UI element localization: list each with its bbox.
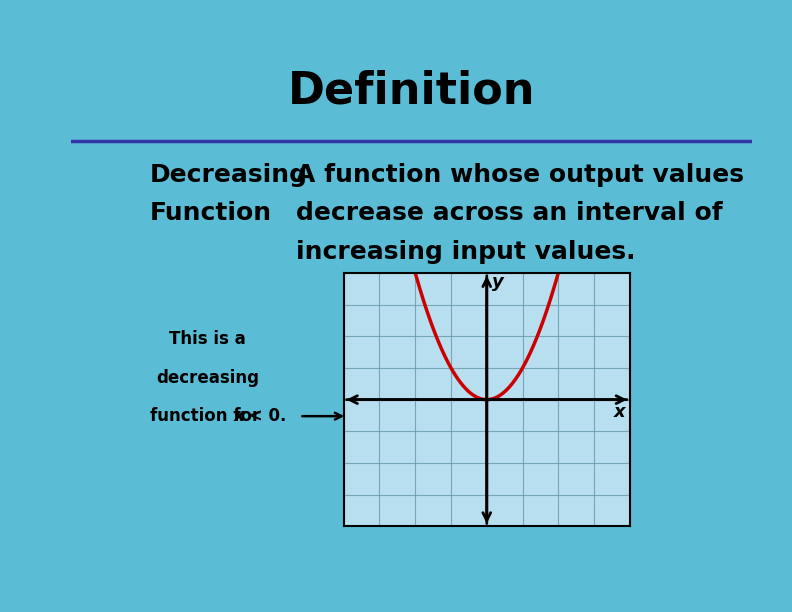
Text: Function: Function <box>150 201 272 225</box>
Text: Definition: Definition <box>288 69 535 112</box>
Text: Decreasing: Decreasing <box>150 163 307 187</box>
Text: A function whose output values: A function whose output values <box>296 163 744 187</box>
Text: function for: function for <box>150 407 265 425</box>
Text: decrease across an interval of: decrease across an interval of <box>296 201 722 225</box>
Text: This is a: This is a <box>169 330 246 348</box>
Text: x: x <box>234 407 244 425</box>
Text: increasing input values.: increasing input values. <box>296 240 635 264</box>
Text: decreasing: decreasing <box>156 368 259 387</box>
Text: < 0.: < 0. <box>243 407 286 425</box>
Text: y: y <box>492 274 504 291</box>
Text: x: x <box>613 403 625 421</box>
